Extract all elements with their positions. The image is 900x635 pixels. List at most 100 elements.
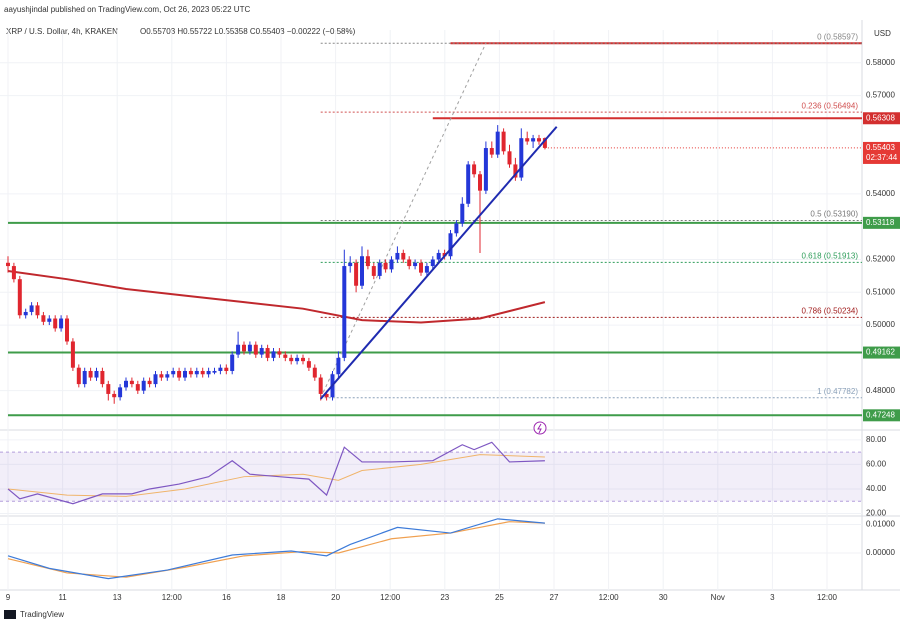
- candle-body: [188, 370, 193, 375]
- y-tick-label: 0.48000: [866, 386, 895, 395]
- price-box: [863, 346, 900, 359]
- candle-body: [389, 259, 394, 270]
- candle-body: [324, 393, 329, 398]
- x-tick-label: 12:00: [599, 593, 620, 602]
- candle-body: [230, 354, 235, 371]
- y-tick-label: 0.00000: [866, 548, 895, 557]
- candle-body: [306, 361, 311, 368]
- fib-label: 0.786 (0.50234): [802, 307, 859, 316]
- candle-body: [371, 266, 376, 276]
- x-tick-label: Nov: [711, 593, 725, 602]
- price-box: [863, 216, 900, 229]
- event-icon[interactable]: [533, 421, 547, 435]
- candle-body: [106, 384, 111, 394]
- candle-body: [212, 370, 217, 373]
- candle-body: [478, 174, 482, 191]
- candle-body: [472, 164, 477, 175]
- candle-body: [348, 262, 353, 267]
- moving-average: [7, 269, 546, 324]
- fib-label: 0.618 (0.51913): [802, 251, 859, 260]
- candle-body: [11, 266, 16, 280]
- candle-body: [153, 374, 158, 385]
- symbol-title: XRP / U.S. Dollar, 4h, KRAKEN: [6, 27, 118, 36]
- candle-body: [183, 370, 187, 378]
- candle-body: [29, 305, 34, 312]
- candle-body: [200, 370, 205, 375]
- footer: TradingView: [20, 610, 64, 619]
- price-box: [863, 409, 900, 422]
- candle-body: [177, 370, 182, 378]
- y-tick-label: 0.54000: [866, 189, 895, 198]
- candle-body: [100, 370, 105, 385]
- candle-body: [466, 164, 471, 204]
- y-tick-label: 40.00: [866, 484, 887, 493]
- candle-body: [265, 348, 270, 358]
- candle-body: [47, 318, 52, 322]
- candle-body: [59, 318, 64, 329]
- candle-body: [401, 252, 406, 260]
- candle-body: [360, 256, 364, 286]
- y-tick-label: 0.51000: [866, 287, 895, 296]
- x-tick-label: 12:00: [817, 593, 838, 602]
- x-tick-label: 11: [58, 593, 67, 602]
- candle-body: [224, 367, 229, 371]
- candle-body: [542, 138, 547, 148]
- candle-body: [377, 262, 382, 276]
- candle-body: [424, 266, 429, 273]
- candle-body: [259, 348, 264, 355]
- y-tick-label: 20.00: [866, 509, 887, 518]
- candle-body: [395, 252, 400, 260]
- macd-signal: [7, 521, 545, 578]
- fib-diagonal: [320, 43, 487, 399]
- x-tick-label: 27: [550, 593, 559, 602]
- candle-body: [312, 367, 317, 378]
- x-tick-label: 12:00: [162, 593, 183, 602]
- candle-body: [365, 256, 370, 267]
- candle-body: [135, 384, 140, 391]
- candle-body: [159, 374, 164, 378]
- currency: USD: [874, 29, 891, 38]
- candle-body: [413, 262, 418, 267]
- candle-body: [483, 148, 488, 191]
- candle-body: [507, 151, 512, 165]
- candle-body: [448, 233, 453, 257]
- candle-body: [76, 367, 81, 385]
- candle-body: [525, 138, 530, 142]
- last-price-label: 0.55403: [866, 143, 895, 152]
- candle-body: [342, 266, 347, 358]
- x-tick-label: 25: [495, 593, 504, 602]
- header: aayushjindal published on TradingView.co…: [4, 5, 250, 14]
- candle-body: [436, 252, 441, 260]
- candle-body: [283, 354, 288, 358]
- candle-body: [206, 370, 211, 375]
- candle-body: [70, 341, 75, 368]
- candle-body: [118, 387, 123, 398]
- price-box-label: 0.47248: [866, 410, 895, 419]
- trendline: [319, 126, 558, 400]
- x-tick-label: 3: [770, 593, 775, 602]
- candle-body: [147, 380, 152, 385]
- rsi-ma: [7, 454, 545, 497]
- event-icon-bolt: [537, 423, 542, 434]
- candle-body: [253, 344, 258, 355]
- candle-body: [495, 131, 500, 155]
- footer-logo: [4, 610, 16, 619]
- candle-body: [277, 351, 282, 355]
- candle-body: [407, 259, 412, 267]
- x-tick-label: 20: [331, 593, 340, 602]
- candle-body: [318, 377, 323, 394]
- candle-body: [88, 370, 93, 378]
- x-tick-label: 13: [113, 593, 122, 602]
- price-box-label: 0.56308: [866, 113, 895, 122]
- candle-body: [129, 380, 134, 385]
- candle-body: [513, 164, 518, 178]
- candle-body: [23, 311, 28, 316]
- y-tick-label: 80.00: [866, 435, 887, 444]
- fib-label: 1 (0.47782): [817, 387, 858, 396]
- candle-body: [65, 318, 69, 342]
- candle-body: [289, 357, 294, 362]
- x-tick-label: 12:00: [380, 593, 401, 602]
- candle-body: [218, 367, 223, 371]
